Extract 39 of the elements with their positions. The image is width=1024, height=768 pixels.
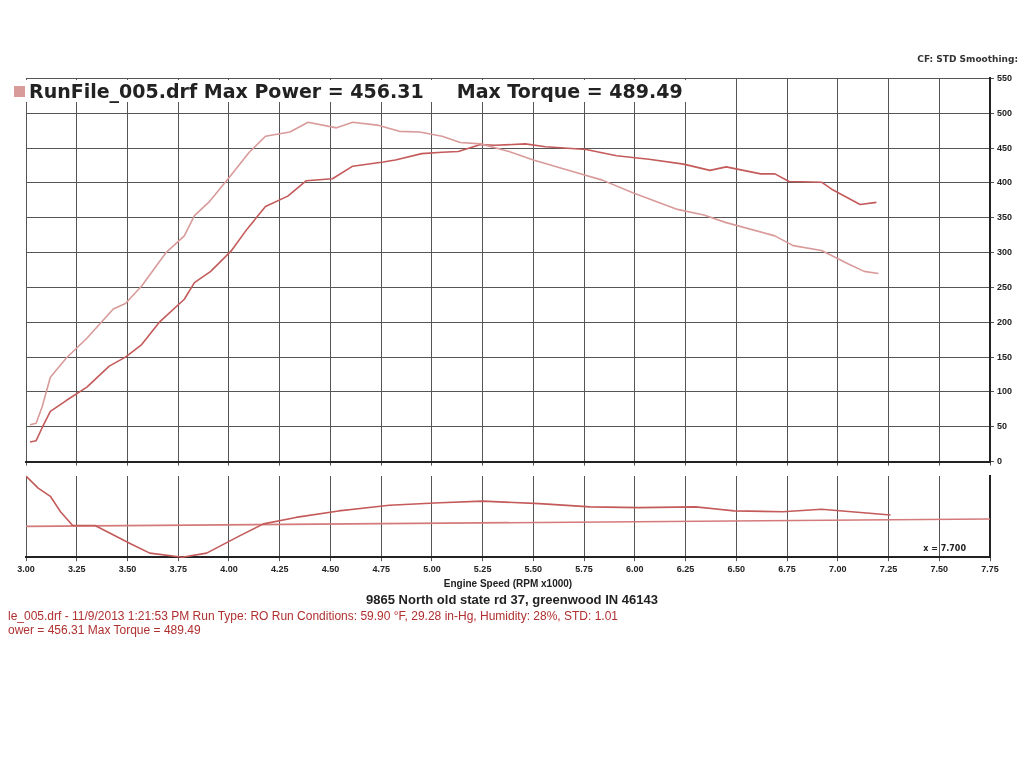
x-tick-label: 4.75 <box>372 564 390 575</box>
x-axis-title: Engine Speed (RPM x1000) <box>443 577 573 589</box>
y-tick-label: 350 <box>997 212 1013 223</box>
x-tick-label: 7.00 <box>829 564 847 575</box>
annotation: x = 7.700 <box>923 544 967 554</box>
y-tick-label: 550 <box>997 72 1013 83</box>
x-tick-label: 4.25 <box>270 564 289 575</box>
x-tick-label: 3.25 <box>67 564 86 575</box>
y-tick-label: 100 <box>997 386 1013 397</box>
x-tick-label: 6.25 <box>676 564 695 575</box>
y-tick-label: 450 <box>997 142 1013 153</box>
x-tick-label: 7.50 <box>930 564 949 575</box>
x-tick-label: 3.50 <box>118 564 137 575</box>
y-tick-label: 500 <box>997 107 1013 118</box>
text: ower = 456.31 Max Torque = 489.49 <box>7 623 202 637</box>
x-tick-label: 6.50 <box>727 564 746 575</box>
x-tick-label: 5.75 <box>575 564 593 575</box>
x-tick-label: 3.75 <box>169 564 187 575</box>
text: CF: STD Smoothing: <box>917 54 1018 64</box>
x-tick-label: 6.00 <box>626 564 644 575</box>
x-tick-label: 7.75 <box>981 564 999 575</box>
x-tick-label: 3.00 <box>17 564 35 575</box>
y-tick-label: 200 <box>997 316 1013 327</box>
chart-title: RunFile_005.drf Max Power = 456.31 Max Torque = 489.49 <box>29 80 683 102</box>
x-tick-label: 5.25 <box>473 564 492 575</box>
text: le_005.drf - 11/9/2013 1:21:53 PM Run Type: RO Run Conditions: 59.90 °F, 29.28 in-Hg, Humidity: 28%, STD: 1.01 <box>7 609 620 623</box>
x-tick-label: 4.00 <box>220 564 238 575</box>
y-tick-label: 250 <box>997 281 1013 292</box>
y-tick-label: 150 <box>997 351 1013 362</box>
text: 9865 North old state rd 37, greenwood IN 46143 <box>365 591 659 609</box>
x-tick-label: 4.50 <box>321 564 340 575</box>
x-tick-label: 5.50 <box>524 564 543 575</box>
y-tick-label: 0 <box>997 456 1003 467</box>
y-tick-label: 300 <box>997 247 1013 258</box>
x-tick-label: 6.75 <box>778 564 796 575</box>
y-tick-label: 50 <box>997 421 1008 432</box>
y-tick-label: 400 <box>997 177 1013 188</box>
x-tick-label: 5.00 <box>423 564 441 575</box>
x-tick-label: 7.25 <box>879 564 898 575</box>
